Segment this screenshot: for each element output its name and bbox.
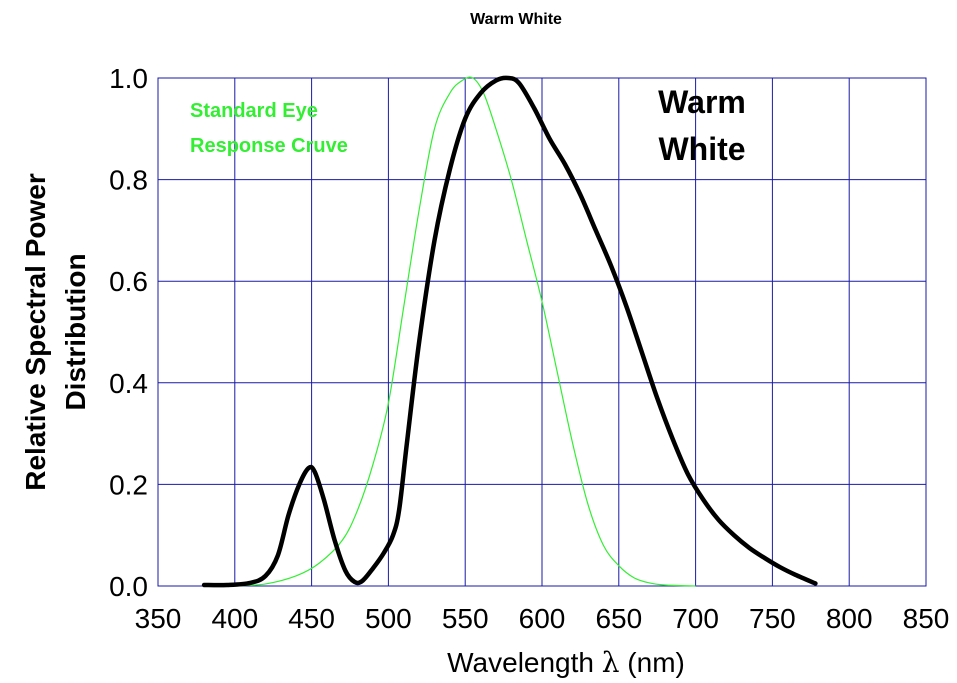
y-tick-label-2: 0.4 [109,368,148,399]
x-axis-label-text: Wavelength [447,647,594,678]
y-tick-label-1: 0.2 [109,469,148,500]
y-tick-label-4: 0.8 [109,165,148,196]
y-axis-label-line2: Distribution [60,253,91,410]
chart-title: Warm White [470,11,562,28]
x-tick-label-6: 650 [595,603,642,634]
y-tick-label-5: 1.0 [109,63,148,94]
x-axis-label: Wavelength λ (nm) [447,646,685,679]
y-tick-label-3: 0.6 [109,266,148,297]
x-tick-label-5: 600 [519,603,566,634]
plot-frame [157,77,927,587]
y-tick-labels: 0.0 0.2 0.4 0.6 0.8 1.0 [109,63,148,602]
y-tick-label-0: 0.0 [109,571,148,602]
warm-white-annotation-line2: White [658,131,745,167]
x-tick-label-1: 400 [211,603,258,634]
x-tick-label-7: 700 [672,603,719,634]
x-axis-label-symbol: λ [602,646,620,679]
series-line-warm-white [201,75,818,588]
eye-annotation-line1: Standard Eye [190,100,318,122]
x-tick-label-2: 450 [288,603,335,634]
x-tick-label-0: 350 [135,603,182,634]
warm-white-annotation-line1: Warm [658,84,746,120]
x-axis-label-unit: (nm) [627,647,685,678]
x-tick-labels: 350 400 450 500 550 600 650 700 750 800 850 [135,603,950,634]
series-line-eye-response [234,76,696,587]
x-tick-label-4: 550 [442,603,489,634]
y-axis-label: Relative Spectral Power Distribution [20,173,91,491]
eye-annotation-line2: Response Cruve [190,135,348,157]
x-tick-label-3: 500 [365,603,412,634]
x-tick-label-9: 800 [826,603,873,634]
x-tick-label-10: 850 [903,603,950,634]
x-tick-label-8: 750 [749,603,796,634]
y-axis-label-line1: Relative Spectral Power [20,173,51,491]
